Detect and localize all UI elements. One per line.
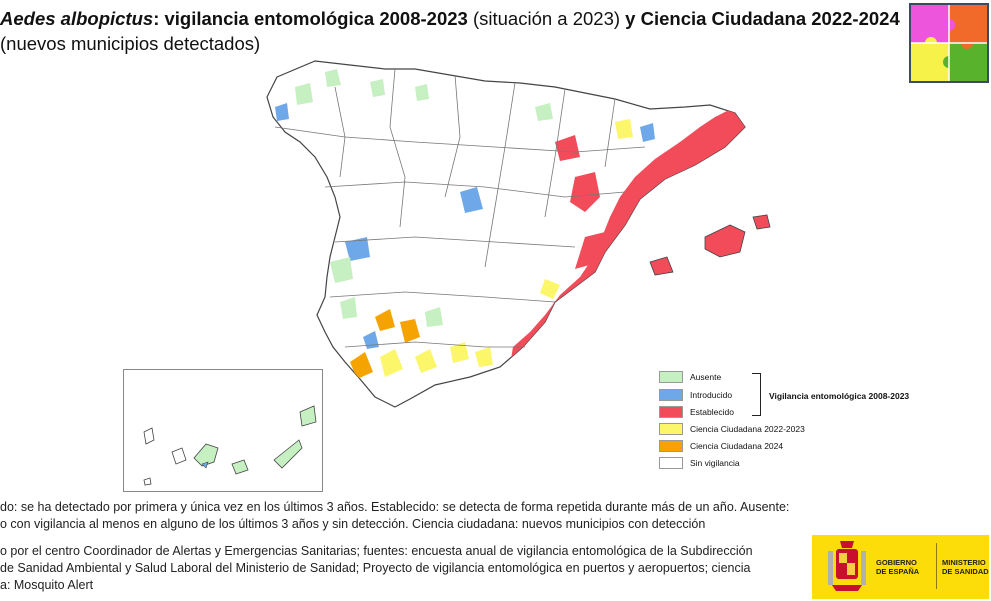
legend-swatch [659, 406, 683, 418]
legend-brace [752, 373, 761, 416]
legend-swatch [659, 440, 683, 452]
legend-label: Ciencia Ciudadana 2024 [690, 441, 784, 451]
ministerio-line1: MINISTERIO [942, 558, 986, 567]
puzzle-icon [911, 5, 987, 81]
map-legend: Ausente Introducido Establecido Ciencia … [659, 371, 919, 475]
title-species: Aedes albopictus [0, 8, 154, 29]
title-line2: (nuevos municipios detectados) [0, 33, 261, 54]
sources-note: o por el centro Coordinador de Alertas y… [0, 543, 800, 594]
canary-islands-inset [123, 369, 323, 492]
legend-swatch [659, 423, 683, 435]
source-line: a: Mosquito Alert [0, 578, 94, 592]
legend-label: Introducido [690, 390, 733, 400]
source-line: o por el centro Coordinador de Alertas y… [0, 544, 753, 558]
source-line: de Sanidad Ambiental y Salud Laboral del… [0, 561, 751, 575]
title-part1: : vigilancia entomológica 2008-2023 [153, 8, 473, 29]
legend-label: Sin vigilancia [690, 458, 740, 468]
legend-swatch [659, 457, 683, 469]
title-part3: y Ciencia Ciudadana 2022-2024 [625, 8, 900, 29]
legend-label: Establecido [690, 407, 734, 417]
legend-swatch [659, 371, 683, 383]
title-part2: (situación a 2023) [472, 8, 626, 29]
legend-swatch [659, 389, 683, 401]
gobierno-line2: DE ESPAÑA [876, 567, 920, 576]
puzzle-logo [909, 3, 989, 83]
gobierno-line1: GOBIERNO [876, 558, 917, 567]
logo-divider [936, 543, 937, 589]
spain-map [255, 47, 785, 442]
coat-of-arms-icon [828, 541, 866, 591]
ministerio-line2: DE SANIDAD [942, 567, 989, 576]
note-line: do: se ha detectado por primera y única … [0, 500, 790, 514]
legend-group-label: Vigilancia entomológica 2008-2023 [769, 391, 910, 401]
legend-label: Ciencia Ciudadana 2022-2023 [690, 424, 805, 434]
gobierno-logo: GOBIERNO DE ESPAÑA MINISTERIO DE SANIDAD [812, 535, 989, 599]
map-title: Aedes albopictus: vigilancia entomológic… [0, 6, 900, 56]
definitions-note: do: se ha detectado por primera y única … [0, 499, 810, 533]
note-line: o con vigilancia al menos en alguno de l… [0, 517, 706, 531]
legend-label: Ausente [690, 372, 722, 382]
